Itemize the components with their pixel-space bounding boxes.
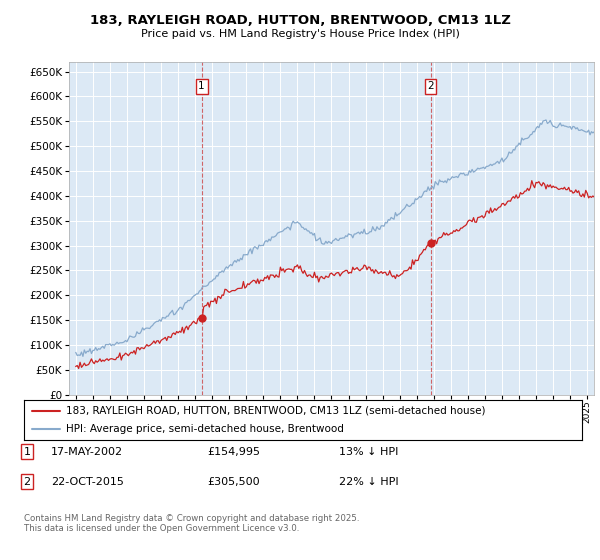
Text: 2: 2 [427,81,434,91]
Text: £154,995: £154,995 [207,447,260,457]
Text: 183, RAYLEIGH ROAD, HUTTON, BRENTWOOD, CM13 1LZ (semi-detached house): 183, RAYLEIGH ROAD, HUTTON, BRENTWOOD, C… [66,406,485,416]
Text: 13% ↓ HPI: 13% ↓ HPI [339,447,398,457]
Text: 2: 2 [23,477,31,487]
Text: 17-MAY-2002: 17-MAY-2002 [51,447,123,457]
Text: 1: 1 [23,447,31,457]
Text: 22% ↓ HPI: 22% ↓ HPI [339,477,398,487]
Text: 183, RAYLEIGH ROAD, HUTTON, BRENTWOOD, CM13 1LZ: 183, RAYLEIGH ROAD, HUTTON, BRENTWOOD, C… [89,14,511,27]
Text: £305,500: £305,500 [207,477,260,487]
Text: 22-OCT-2015: 22-OCT-2015 [51,477,124,487]
Text: 1: 1 [199,81,205,91]
Text: Price paid vs. HM Land Registry's House Price Index (HPI): Price paid vs. HM Land Registry's House … [140,29,460,39]
Text: Contains HM Land Registry data © Crown copyright and database right 2025.
This d: Contains HM Land Registry data © Crown c… [24,514,359,533]
Text: HPI: Average price, semi-detached house, Brentwood: HPI: Average price, semi-detached house,… [66,424,344,434]
